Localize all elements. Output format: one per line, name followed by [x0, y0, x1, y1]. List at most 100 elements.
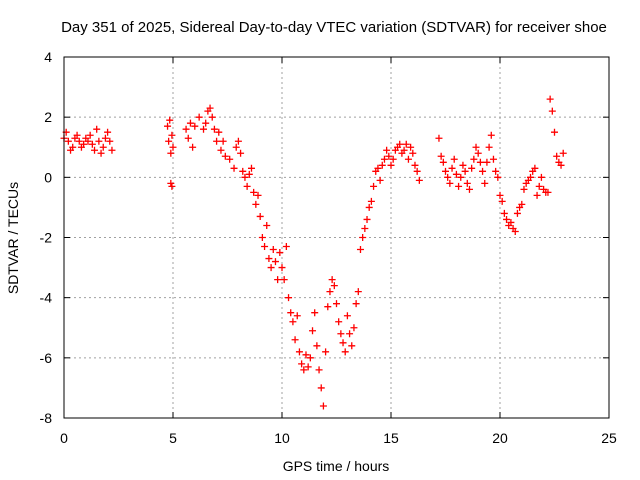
data-point — [389, 155, 397, 163]
data-point — [479, 167, 487, 175]
data-point — [520, 185, 528, 193]
data-point — [95, 137, 103, 145]
data-series — [60, 95, 567, 410]
data-point — [535, 182, 543, 190]
data-point — [400, 146, 408, 154]
data-point — [254, 191, 262, 199]
data-point — [354, 288, 362, 296]
data-point — [219, 137, 227, 145]
data-point — [402, 140, 410, 148]
data-point — [465, 185, 473, 193]
y-tick-label: -6 — [40, 350, 53, 366]
data-point — [346, 330, 354, 338]
data-point — [559, 149, 567, 157]
data-point — [202, 119, 210, 127]
data-point — [276, 249, 284, 257]
chart-title: Day 351 of 2025, Sidereal Day-to-day VTE… — [61, 19, 607, 36]
data-point — [232, 143, 240, 151]
data-point — [518, 200, 526, 208]
data-point — [280, 276, 288, 284]
data-point — [182, 125, 190, 133]
data-point — [513, 209, 521, 217]
data-point — [468, 164, 476, 172]
data-point — [494, 173, 502, 181]
data-point — [213, 137, 221, 145]
data-point — [461, 167, 469, 175]
data-point — [527, 173, 535, 181]
data-point — [319, 402, 327, 410]
data-point — [230, 164, 238, 172]
data-point — [437, 152, 445, 160]
data-point — [361, 224, 369, 232]
data-point — [247, 164, 255, 172]
y-tick-label: 2 — [44, 109, 52, 125]
data-point — [363, 215, 371, 223]
data-point — [457, 173, 465, 181]
data-point — [265, 255, 273, 263]
data-point — [463, 179, 471, 187]
data-point — [184, 134, 192, 142]
data-point — [365, 203, 373, 211]
data-point — [348, 342, 356, 350]
data-point — [485, 143, 493, 151]
data-point — [226, 155, 234, 163]
data-point — [383, 146, 391, 154]
data-point — [239, 167, 247, 175]
data-point — [271, 258, 279, 266]
data-point — [285, 294, 293, 302]
data-point — [309, 327, 317, 335]
data-point — [243, 182, 251, 190]
data-point — [168, 182, 176, 190]
data-point — [374, 164, 382, 172]
data-point — [215, 128, 223, 136]
data-point — [75, 137, 83, 145]
data-point — [106, 137, 114, 145]
data-point — [208, 113, 216, 121]
data-point — [481, 179, 489, 187]
data-point — [322, 348, 330, 356]
y-axis-ticks: -8 -6 -4 -2 0 2 4 — [40, 49, 609, 426]
data-point — [241, 173, 249, 181]
data-point — [511, 227, 519, 235]
data-point — [487, 131, 495, 139]
data-point — [409, 149, 417, 157]
data-point — [101, 134, 109, 142]
data-point — [492, 167, 500, 175]
data-point — [282, 243, 290, 251]
data-point — [164, 122, 172, 130]
data-point — [337, 330, 345, 338]
data-point — [507, 218, 515, 226]
data-point — [476, 158, 484, 166]
y-tick-label: 4 — [44, 49, 52, 65]
x-tick-label: 15 — [383, 430, 399, 446]
data-point — [210, 125, 218, 133]
data-point — [237, 149, 245, 157]
data-point — [252, 200, 260, 208]
data-point — [200, 125, 208, 133]
data-point — [84, 137, 92, 145]
data-point — [168, 131, 176, 139]
data-point — [306, 354, 314, 362]
data-point — [269, 246, 277, 254]
data-point — [370, 182, 378, 190]
data-point — [448, 164, 456, 172]
data-point — [551, 128, 558, 136]
y-tick-label: -4 — [40, 290, 53, 306]
data-point — [444, 173, 452, 181]
data-point — [407, 143, 415, 151]
data-point — [411, 161, 419, 169]
data-point — [503, 215, 511, 223]
data-point — [387, 161, 395, 169]
data-point — [234, 137, 242, 145]
data-point — [295, 348, 303, 356]
data-point — [263, 221, 271, 229]
data-point — [378, 161, 386, 169]
data-point — [300, 366, 308, 374]
data-point — [274, 276, 282, 284]
data-point — [195, 113, 203, 121]
y-tick-label: -8 — [40, 410, 53, 426]
data-point — [261, 243, 269, 251]
data-point — [367, 197, 375, 205]
data-point — [302, 351, 310, 359]
